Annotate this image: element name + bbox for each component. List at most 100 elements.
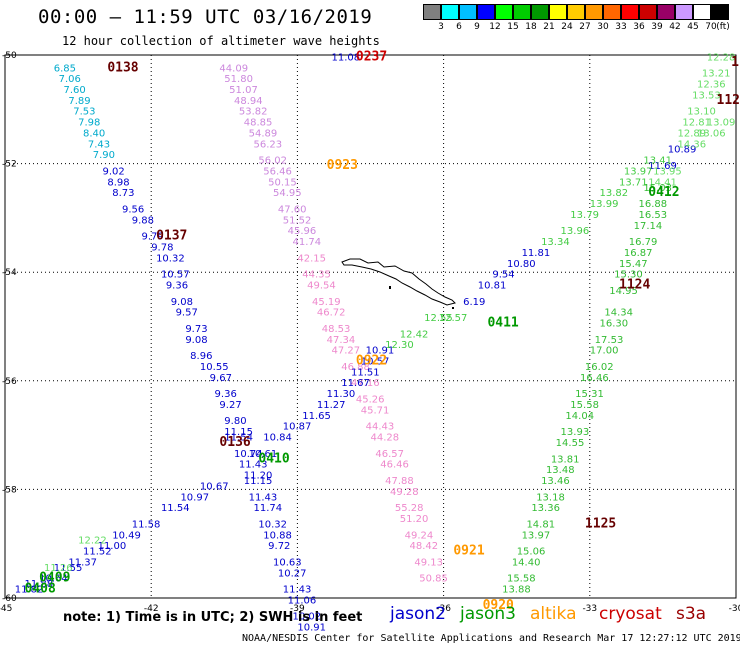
colorbar-swatch [603, 4, 621, 20]
swh-value: 49.13 [414, 557, 443, 568]
swh-value: 45.96 [288, 226, 317, 237]
swh-value: 46.88 [341, 362, 370, 373]
colorbar-swatch [513, 4, 531, 20]
pass-time-label: 0138 [107, 60, 138, 75]
swh-value: 11.51 [351, 367, 380, 378]
swh-value: 11.54 [224, 433, 253, 444]
credit-line: NOAA/NESDIS Center for Satellite Applica… [242, 633, 740, 644]
swh-value: 13.97 [624, 166, 653, 177]
colorbar-tick-label: 33 [615, 22, 627, 32]
swh-value: 11.74 [254, 503, 283, 514]
swh-value: 9.56 [122, 204, 144, 215]
swh-value: 14.55 [556, 438, 585, 449]
swh-value: 9.02 [102, 166, 124, 177]
colorbar-tick-label: 30 [597, 22, 609, 32]
swh-value: 13.09 [707, 118, 736, 129]
swh-value: 17.00 [590, 346, 619, 357]
swh-value: 51.07 [229, 85, 258, 96]
swh-value: 48.94 [234, 96, 263, 107]
swh-value: 46.72 [317, 308, 346, 319]
pass-time-label: 0136 [219, 435, 250, 450]
swh-value: 12.89 [678, 128, 707, 139]
swh-value: 7.53 [73, 107, 95, 118]
swh-value: 10.88 [263, 530, 292, 541]
swh-value: 16.79 [629, 237, 658, 248]
legend-altika: altika [530, 604, 577, 624]
swh-value: 13.41 [643, 156, 672, 167]
colorbar-swatch [711, 4, 729, 20]
colorbar-tick-label: 21 [543, 22, 555, 32]
swh-track-cryosat-0136: 11.1511.5410.7411.4311.2011.1511.4311.74… [224, 427, 326, 633]
pass-time-label: 0411 [487, 316, 518, 331]
swh-value: 9.79 [141, 232, 163, 243]
swh-value: 7.60 [63, 85, 85, 96]
swh-value: 56.23 [254, 139, 283, 150]
colorbar-tick-label: 24 [561, 22, 573, 32]
lat-tick-label: -54 [2, 268, 17, 278]
swh-value: 10.91 [366, 346, 395, 357]
swh-value: 9.54 [492, 270, 514, 281]
swh-value: 48.53 [322, 324, 351, 335]
colorbar-swatch [621, 4, 639, 20]
swh-value: 13.93 [561, 427, 590, 438]
swh-value: 10.84 [263, 433, 292, 444]
pass-time-label: 0409 [39, 571, 70, 586]
swh-value: 10.27 [278, 568, 307, 579]
swh-track-cryosat-0138: 6.857.067.607.897.537.988.407.437.90 [54, 63, 115, 161]
swh-value: 16.46 [580, 373, 609, 384]
swh-value: 8.98 [107, 177, 129, 188]
swh-value: 17.53 [595, 335, 624, 346]
colorbar-tick-label: 12 [489, 22, 501, 32]
lon-tick-label: -42 [144, 604, 159, 614]
swh-track-cryosat-0237: 11.08 [332, 52, 361, 63]
legend-jason3: jason3 [460, 604, 516, 624]
swh-value: 15.06 [517, 547, 546, 558]
lon-tick-label: -30 [729, 604, 740, 614]
swh-value: 47.27 [332, 346, 361, 357]
swh-value: 9.88 [132, 215, 154, 226]
colorbar-swatch [549, 4, 567, 20]
swh-value: 15.58 [570, 400, 599, 411]
swh-value: 11.82 [15, 585, 44, 596]
swh-value: 14.41 [648, 177, 677, 188]
swh-value: 14.95 [609, 286, 638, 297]
swh-value: 12.28 [707, 52, 736, 63]
swh-value: 10.63 [273, 557, 302, 568]
swh-value: 10.87 [283, 422, 312, 433]
swh-value: 47.16 [351, 378, 380, 389]
swh-tracks: 11.08 6.857.067.607.897.537.988.407.437.9… [15, 52, 736, 633]
colorbar-swatch [495, 4, 513, 20]
colorbar-swatch [477, 4, 495, 20]
islet [452, 307, 454, 309]
swh-value: 54.95 [273, 188, 302, 199]
swh-value: 10.97 [180, 492, 209, 503]
swh-value: 11.55 [54, 563, 83, 574]
swh-value: 11.67 [341, 378, 370, 389]
swh-value: 12.22 [78, 536, 107, 547]
swh-value: 9.08 [185, 335, 207, 346]
swh-value: 13.48 [546, 465, 575, 476]
swh-value: 47.60 [278, 204, 307, 215]
islet [389, 286, 391, 289]
swh-value: 42.15 [297, 253, 326, 264]
swh-value: 6.85 [54, 63, 76, 74]
swh-value: 16.30 [600, 319, 629, 330]
swh-value: 10.02 [293, 612, 322, 623]
swh-value: 7.98 [78, 118, 100, 129]
swh-value: 12.42 [400, 329, 429, 340]
colorbar-swatch [531, 4, 549, 20]
swh-value: 13.95 [653, 166, 682, 177]
lat-tick-label: -50 [2, 51, 17, 61]
swh-value: 10.81 [478, 280, 507, 291]
pass-time-labels: 0237 0138 0923 0137 0411 1124 0412 1123 113 0922 0… [24, 49, 740, 612]
swh-value: 13.97 [522, 530, 551, 541]
swh-track-altika-0923: 44.0951.8051.0748.9453.8248.8554.8956.23… [219, 63, 321, 248]
swh-value: 11.54 [161, 503, 190, 514]
swh-value: 10.91 [297, 623, 326, 634]
swh-value: 13.10 [687, 107, 716, 118]
swh-value: 11.58 [132, 519, 161, 530]
swh-value: 12.30 [385, 340, 414, 351]
swh-value: 7.89 [68, 96, 90, 107]
swh-value: 16.53 [639, 210, 668, 221]
